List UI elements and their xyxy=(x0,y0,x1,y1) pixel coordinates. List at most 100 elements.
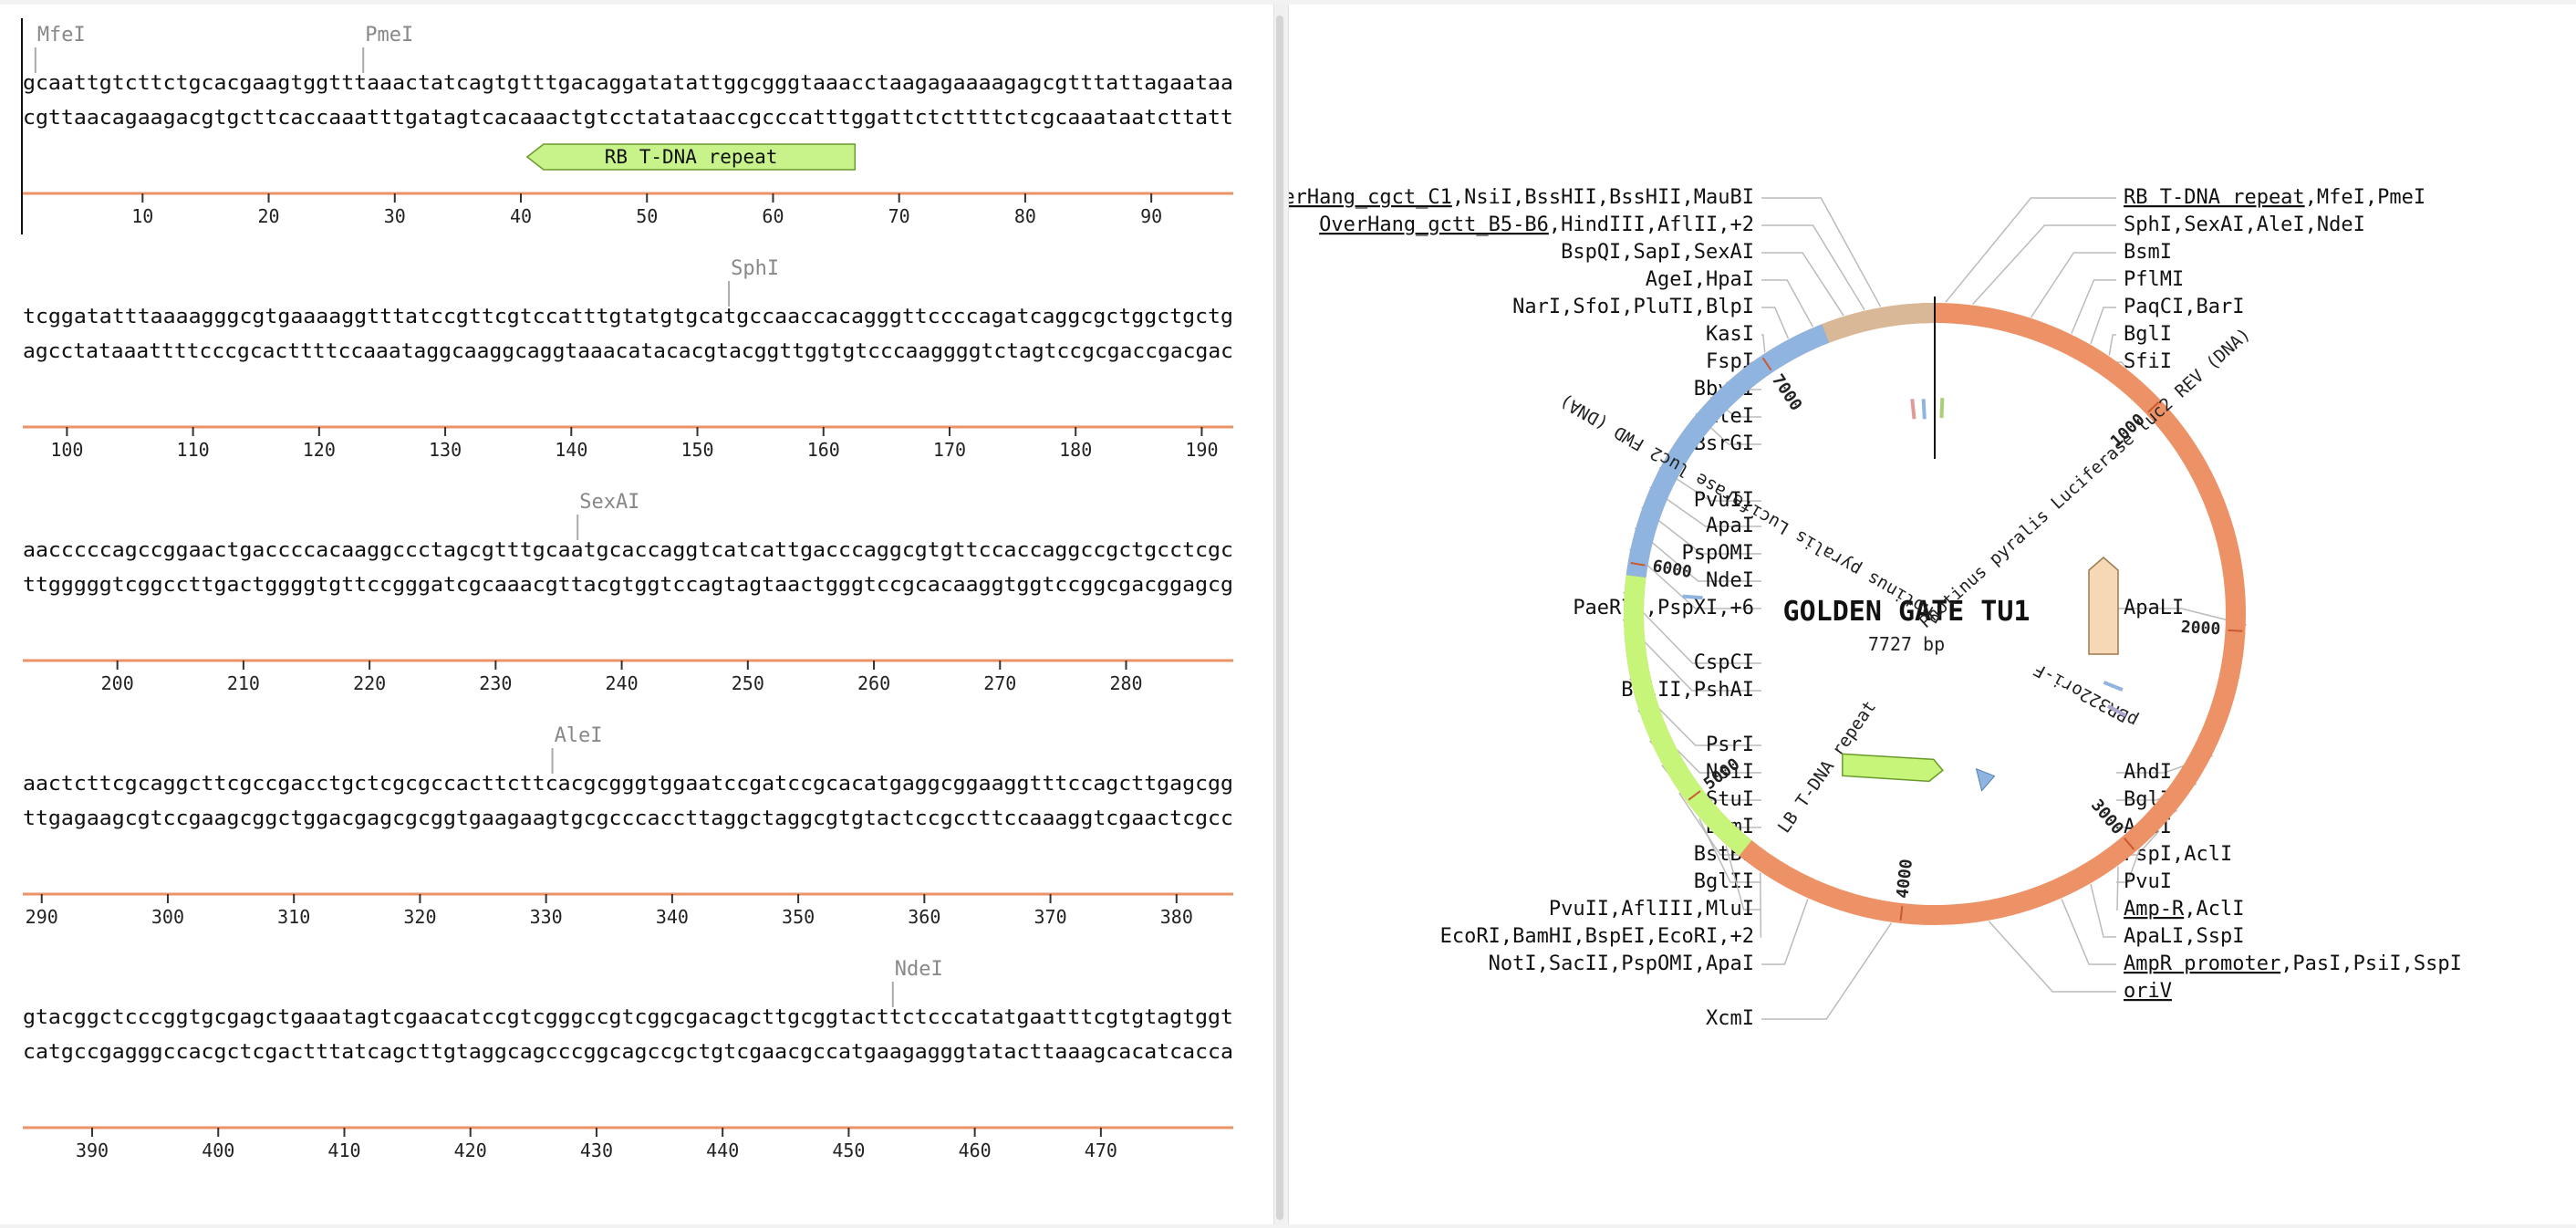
tick-label: 340 xyxy=(656,906,689,928)
map-enzyme-label: SphI,SexAI,AleI,NdeI xyxy=(2124,213,2365,236)
map-enzyme-label: BglII xyxy=(1694,870,1754,893)
tick-label: 410 xyxy=(327,1140,360,1161)
tick-label: 380 xyxy=(1160,906,1193,928)
bottom-strand: catgccgagggccacgctcgactttatcagcttgtaggca… xyxy=(23,1041,1233,1064)
tick-label: 50 xyxy=(636,205,658,227)
plasmid-map-svg: GOLDEN GATE TU1 7727 bp OverHang_cgct_C1… xyxy=(1259,186,2462,1030)
top-strand: gcaattgtcttctgcacgaagtggtttaaactatcagtgt… xyxy=(23,72,1233,95)
map-enzyme-label: NsiI xyxy=(1706,761,1754,784)
enzyme-leader-line xyxy=(2090,884,2116,938)
map-tick xyxy=(2228,629,2243,632)
tick-label: 390 xyxy=(76,1140,109,1161)
enzyme-leader-line xyxy=(2116,848,2141,883)
tick-label: 160 xyxy=(807,439,840,461)
enzyme-leader-line xyxy=(1649,486,1761,527)
map-enzyme-label: BspQI,SapI,SexAI xyxy=(1561,241,1754,264)
map-enzyme-label: NdeI xyxy=(1706,569,1754,592)
tick-label: 30 xyxy=(384,205,406,227)
map-enzyme-label: OverHang_cgct_C1,NsiI,BssHII,BssHII,MauB… xyxy=(1289,186,1754,209)
enzyme-leader-line xyxy=(2061,899,2116,965)
sequence-scrollbar[interactable] xyxy=(1273,5,1285,1224)
enzyme-leader-line xyxy=(1623,591,1761,664)
enzyme-leader-line xyxy=(1622,619,1761,692)
sequence-row: aactcttcgcaggcttcgccgacctgctcgcgccacttct… xyxy=(23,724,1233,928)
enzyme-leader-line xyxy=(1634,527,1761,582)
top-strand: gtacggctcccggtgcgagctgaaatagtcgaacatccgt… xyxy=(23,1006,1233,1029)
feature-mark xyxy=(2106,704,2127,718)
tick-label: 130 xyxy=(429,439,462,461)
feature-mark xyxy=(1939,398,1945,419)
enzyme-leader-line xyxy=(2071,279,2116,334)
map-enzyme-label: EcoRI,BamHI,BspEI,EcoRI,+2 xyxy=(1440,925,1754,948)
tick-label: 280 xyxy=(1109,672,1142,694)
map-enzyme-label: Amp-R,AclI xyxy=(2124,898,2244,921)
map-tick xyxy=(2124,838,2135,850)
enzyme-leader-line xyxy=(1761,307,1790,339)
enzyme-leader-line xyxy=(2108,334,2116,356)
tick-label: 180 xyxy=(1059,439,1092,461)
tick-label: 470 xyxy=(1085,1140,1117,1161)
enzyme-leader-line xyxy=(1972,224,2116,306)
primer-triangle xyxy=(1975,767,1996,792)
feature-segment xyxy=(1624,575,1752,857)
map-enzyme-label: ApaLI xyxy=(2124,597,2184,619)
map-enzyme-label: ApaI xyxy=(1706,515,1754,537)
plasmid-length: 7727 bp xyxy=(1868,633,1945,655)
sequence-viewer[interactable]: gcaattgtcttctgcacgaagtggtttaaactatcagtgt… xyxy=(0,5,1274,1224)
tick-label: 260 xyxy=(857,672,890,694)
enzyme-label: SphI xyxy=(731,257,779,280)
tick-label: 170 xyxy=(933,439,966,461)
bottom-strand: ttgagaagcgtccgaagcggctggacgagcgcggtgaaga… xyxy=(23,807,1233,830)
enzyme-leader-line xyxy=(1761,224,1865,311)
tick-label: 420 xyxy=(454,1140,487,1161)
tick-label: 440 xyxy=(706,1140,739,1161)
map-enzyme-label: RB T-DNA repeat,MfeI,PmeI xyxy=(2124,186,2425,209)
map-enzyme-label: PsrI xyxy=(1706,734,1754,756)
map-enzyme-label: KasI xyxy=(1706,323,1754,346)
map-enzyme-label: BsmI xyxy=(2124,241,2172,264)
tick-label: 270 xyxy=(983,672,1016,694)
scrollbar-thumb[interactable] xyxy=(1276,16,1283,1220)
map-enzyme-label: PvuI xyxy=(2124,870,2172,893)
map-tick xyxy=(2147,401,2160,413)
map-tick xyxy=(1688,790,1701,801)
map-enzyme-label: PspOMI xyxy=(1682,542,1754,565)
enzyme-leader-line xyxy=(2116,866,2119,911)
feature-arrow xyxy=(525,143,857,171)
lb-feature-shape xyxy=(1842,753,1944,783)
inner-feature-label: pBR322ori-F xyxy=(2031,659,2141,731)
top-strand: tcggatatttaaaagggcgtgaaaaggtttatccgttcgt… xyxy=(23,306,1233,328)
sequence-row: tcggatatttaaaagggcgtgaaaaggtttatccgttcgt… xyxy=(23,257,1233,461)
enzyme-leader-line xyxy=(1761,334,1766,353)
tick-label: 210 xyxy=(227,672,260,694)
map-enzyme-label: PaqCI,BarI xyxy=(2124,296,2244,318)
map-enzyme-label: CspCI xyxy=(1694,651,1754,674)
enzyme-leader-line xyxy=(1698,818,1761,883)
map-tick-label: 3000 xyxy=(2087,796,2127,838)
tick-label: 100 xyxy=(50,439,83,461)
map-tick xyxy=(1761,357,1772,371)
enzyme-label: NdeI xyxy=(895,958,943,981)
enzyme-leader-line xyxy=(2116,361,2128,369)
map-enzyme-label: PaeR7I,PspXI,+6 xyxy=(1573,597,1754,619)
map-enzyme-label: PflMI xyxy=(2124,268,2184,291)
map-enzyme-label: oriV xyxy=(2124,980,2172,1003)
enzyme-leader-line xyxy=(2090,307,2116,345)
tick-label: 230 xyxy=(479,672,512,694)
map-enzyme-label: OverHang_gctt_B5-B6,HindIII,AflII,+2 xyxy=(1319,213,1754,236)
sequence-row: gtacggctcccggtgcgagctgaaatagtcgaacatccgt… xyxy=(23,958,1233,1161)
tick-label: 40 xyxy=(510,205,532,227)
tick-label: 350 xyxy=(782,906,815,928)
map-tick-label: 4000 xyxy=(1893,858,1916,899)
map-enzyme-label: BglI xyxy=(2124,323,2172,346)
plasmid-map-viewer[interactable]: GOLDEN GATE TU1 7727 bp OverHang_cgct_C1… xyxy=(1259,5,2576,1224)
enzyme-label: PmeI xyxy=(365,24,413,47)
map-enzyme-label: FspI,AclI xyxy=(2124,843,2232,866)
tick-label: 460 xyxy=(959,1140,992,1161)
tick-label: 120 xyxy=(303,439,336,461)
tick-label: 240 xyxy=(606,672,639,694)
enzyme-leader-line xyxy=(1725,845,1761,911)
tick-label: 300 xyxy=(151,906,184,928)
tick-label: 10 xyxy=(131,205,153,227)
